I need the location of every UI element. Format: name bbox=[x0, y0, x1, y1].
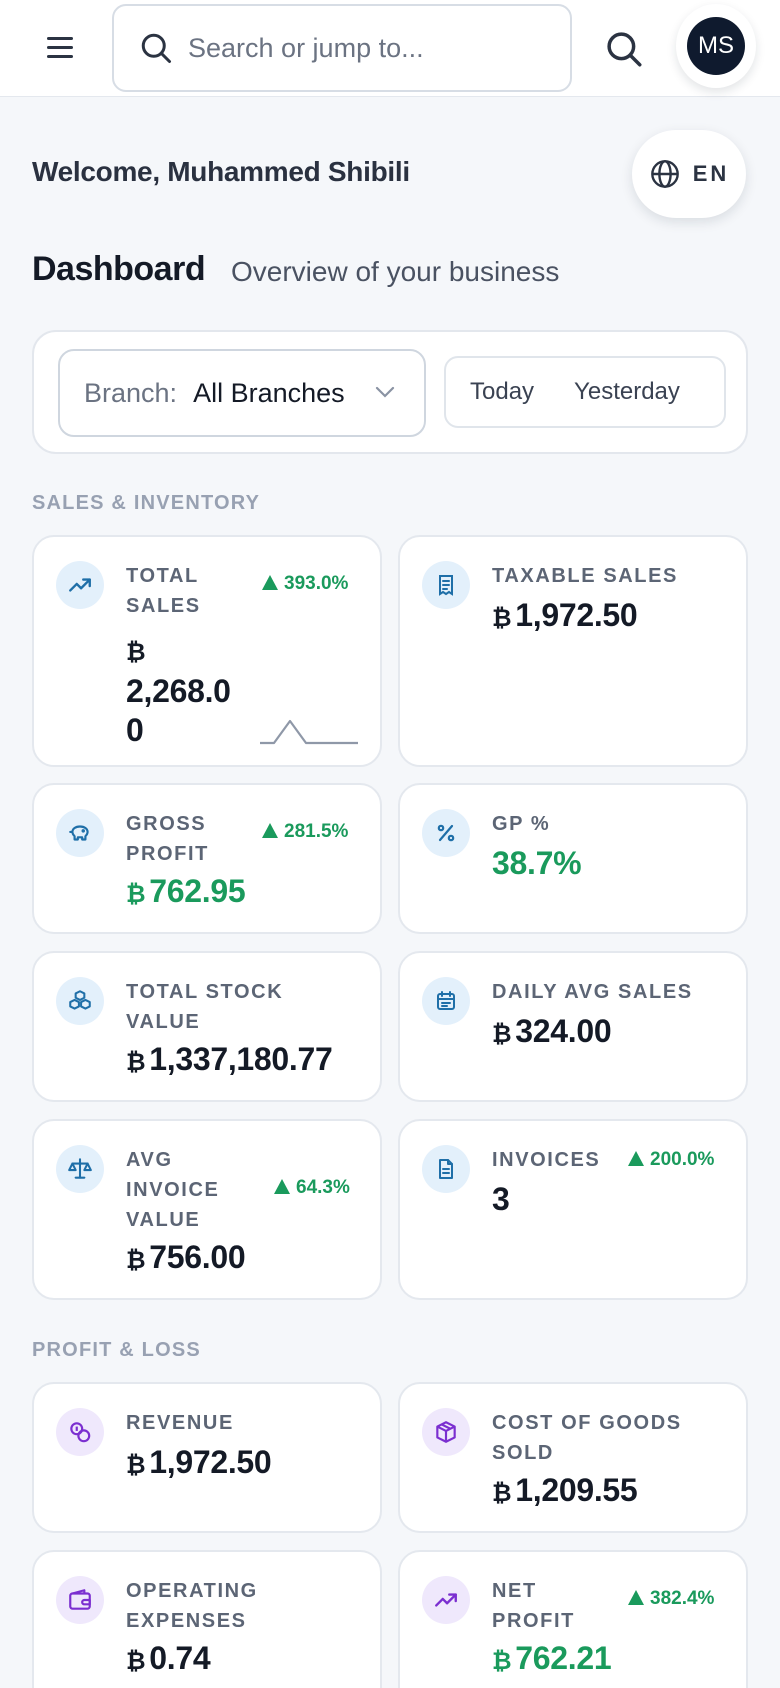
card-net-profit[interactable]: NET PROFIT 382.4% ₿ 762.21 bbox=[398, 1550, 748, 1688]
change-badge: 281.5% bbox=[262, 821, 348, 843]
page-title: Dashboard bbox=[32, 250, 206, 288]
card-avg-invoice-value[interactable]: AVG INVOICE VALUE 64.3% ₿ 756.00 bbox=[32, 1119, 382, 1300]
branch-value: All Branches bbox=[193, 377, 345, 408]
card-total-stock-value[interactable]: TOTAL STOCK VALUE ₿ 1,337,180.77 bbox=[32, 951, 382, 1102]
branch-select[interactable]: Branch: All Branches bbox=[58, 349, 426, 437]
filter-card: Branch: All Branches Today Yesterday bbox=[32, 330, 748, 454]
card-value: ₿ 1,337,180.77 bbox=[126, 1041, 333, 1077]
globe-icon bbox=[650, 160, 679, 188]
page-subtitle: Overview of your business bbox=[231, 256, 560, 287]
search-input[interactable] bbox=[188, 32, 548, 64]
wallet-icon bbox=[56, 1576, 104, 1624]
card-invoices[interactable]: INVOICES 200.0% 3 bbox=[398, 1119, 748, 1300]
card-value: ₿ 762.21 bbox=[492, 1640, 612, 1676]
language-button[interactable]: EN bbox=[632, 130, 746, 218]
card-value: ₿ 0.74 bbox=[126, 1640, 211, 1676]
change-badge: 64.3% bbox=[274, 1177, 350, 1199]
period-yesterday[interactable]: Yesterday bbox=[574, 378, 680, 405]
card-taxable-sales[interactable]: TAXABLE SALES ₿ 1,972.50 bbox=[398, 535, 748, 767]
trending-up-icon bbox=[56, 561, 104, 609]
card-value: 3 bbox=[492, 1181, 510, 1217]
search-icon bbox=[141, 33, 171, 63]
card-gross-profit[interactable]: GROSS PROFIT 281.5% ₿ 762.95 bbox=[32, 783, 382, 934]
section-sales-inventory: SALES & INVENTORY bbox=[32, 492, 261, 514]
card-operating-expenses[interactable]: OPERATING EXPENSES ₿ 0.74 bbox=[32, 1550, 382, 1688]
document-icon bbox=[422, 1145, 470, 1193]
card-value: 38.7% bbox=[492, 845, 582, 881]
card-label: TOTAL SALES bbox=[126, 565, 201, 617]
card-daily-avg-sales[interactable]: DAILY AVG SALES ₿ 324.00 bbox=[398, 951, 748, 1102]
percent-icon bbox=[422, 809, 470, 857]
calendar-icon bbox=[422, 977, 470, 1025]
boxes-icon bbox=[56, 977, 104, 1025]
card-label: GROSS PROFIT bbox=[126, 813, 209, 865]
card-value: ₿ 1,972.50 bbox=[492, 597, 638, 633]
card-label: REVENUE bbox=[126, 1412, 234, 1434]
receipt-icon bbox=[422, 561, 470, 609]
chevron-down-icon bbox=[375, 386, 395, 398]
period-toggle: Today Yesterday bbox=[444, 356, 726, 428]
card-cost-of-goods-sold[interactable]: COST OF GOODS SOLD ₿ 1,209.55 bbox=[398, 1382, 748, 1533]
trending-up-icon bbox=[422, 1576, 470, 1624]
card-label: OPERATING EXPENSES bbox=[126, 1580, 258, 1632]
top-bar: MS bbox=[0, 0, 780, 97]
menu-icon[interactable] bbox=[40, 30, 80, 66]
card-gp-percent[interactable]: GP % 38.7% bbox=[398, 783, 748, 934]
language-label: EN bbox=[692, 161, 730, 186]
card-label: NET PROFIT bbox=[492, 1580, 575, 1632]
card-label: TAXABLE SALES bbox=[492, 565, 678, 587]
search-icon[interactable] bbox=[603, 28, 645, 70]
card-total-sales[interactable]: TOTAL SALES 393.0% ₿ 2,268.0 0 bbox=[32, 535, 382, 767]
card-value: ₿ 1,972.50 bbox=[126, 1444, 272, 1480]
branch-label: Branch: bbox=[84, 377, 178, 408]
change-badge: 393.0% bbox=[262, 573, 348, 595]
period-today[interactable]: Today bbox=[470, 378, 535, 405]
card-value: ₿ 1,209.55 bbox=[492, 1472, 638, 1508]
card-value: ₿ 324.00 bbox=[492, 1013, 612, 1049]
sparkline bbox=[260, 719, 358, 745]
card-revenue[interactable]: REVENUE ₿ 1,972.50 bbox=[32, 1382, 382, 1533]
section-profit-loss: PROFIT & LOSS bbox=[32, 1339, 201, 1361]
card-label: DAILY AVG SALES bbox=[492, 981, 693, 1003]
card-label: INVOICES bbox=[492, 1149, 601, 1171]
change-badge: 200.0% bbox=[628, 1149, 714, 1171]
card-label: GP % bbox=[492, 813, 551, 835]
package-icon bbox=[422, 1408, 470, 1456]
card-label: AVG INVOICE VALUE bbox=[126, 1149, 220, 1231]
card-label: TOTAL STOCK VALUE bbox=[126, 981, 284, 1033]
search-box[interactable] bbox=[112, 4, 572, 92]
scale-icon bbox=[56, 1145, 104, 1193]
card-value: ₿ 2,268.0 0 bbox=[126, 639, 231, 748]
card-value: ₿ 762.95 bbox=[126, 873, 246, 909]
user-menu-button[interactable]: MS bbox=[676, 4, 756, 88]
piggy-bank-icon bbox=[56, 809, 104, 857]
avatar: MS bbox=[687, 17, 745, 75]
card-label: COST OF GOODS SOLD bbox=[492, 1412, 682, 1464]
card-value: ₿ 756.00 bbox=[126, 1239, 246, 1275]
coins-icon bbox=[56, 1408, 104, 1456]
change-badge: 382.4% bbox=[628, 1588, 714, 1610]
welcome-text: Welcome, Muhammed Shibili bbox=[32, 156, 410, 187]
